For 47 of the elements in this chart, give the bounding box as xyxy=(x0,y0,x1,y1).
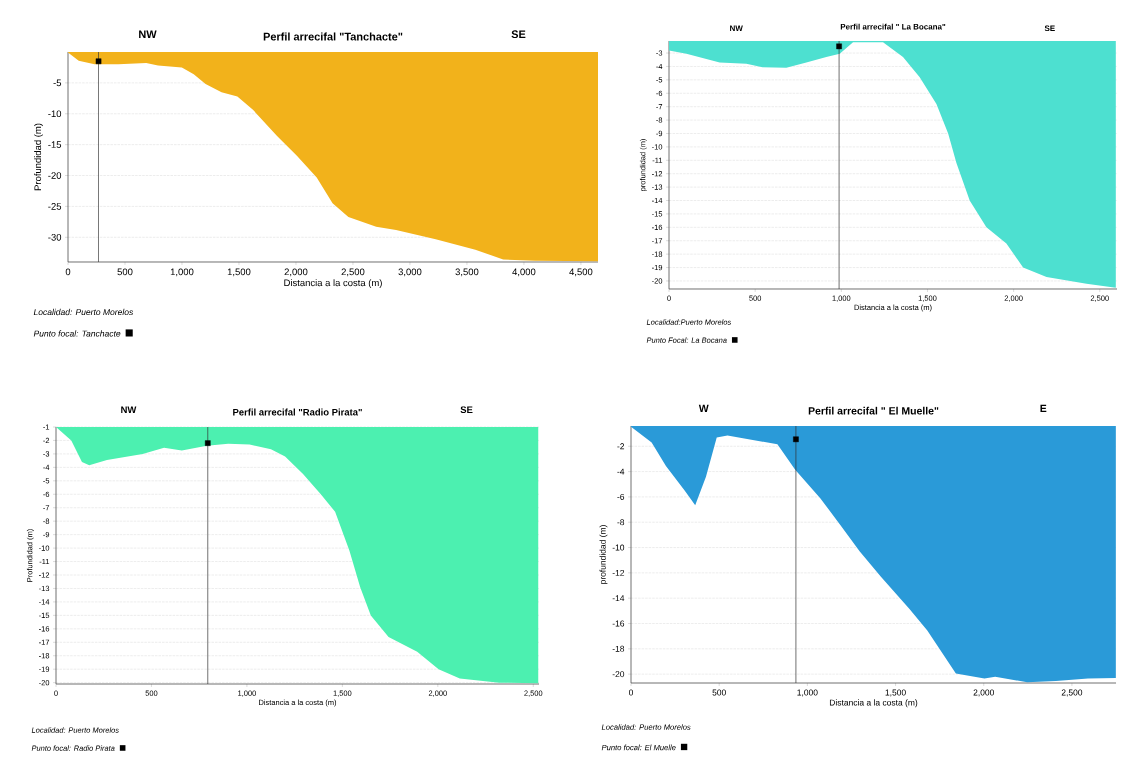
x-tick-label: 500 xyxy=(117,268,133,276)
x-tick-label: 0 xyxy=(628,689,634,696)
y-tick-label: -10 xyxy=(48,110,62,118)
y-tick-label: -8 xyxy=(617,519,625,526)
x-tick-label: 2,500 xyxy=(341,268,365,277)
text: SE xyxy=(460,406,473,414)
y-tick-label: -16 xyxy=(612,620,625,627)
x-tick-label: 0 xyxy=(65,268,71,276)
chart-title: Perfil arrecifal " El Muelle" xyxy=(808,406,939,415)
y-tick-label: -25 xyxy=(48,203,62,210)
x-tick-label: 1,000 xyxy=(170,268,194,277)
x-tick-label: 4,000 xyxy=(512,268,536,277)
text: E xyxy=(1040,404,1047,412)
legend-label: Punto focal: Tanchacte xyxy=(33,330,121,337)
y-axis-title: profundidad (m) xyxy=(599,525,608,584)
y-tick-label: -10 xyxy=(612,544,625,551)
y-tick-label: -6 xyxy=(617,493,625,500)
y-tick-label: -12 xyxy=(612,569,625,576)
x-tick-label: 3,500 xyxy=(455,268,479,277)
x-tick-label: 2,500 xyxy=(1061,689,1083,697)
x-tick-label: 4,500 xyxy=(569,268,593,277)
y-tick-label: -20 xyxy=(612,671,625,678)
y-axis-title: Profundidad (m) xyxy=(34,123,43,191)
text: NW xyxy=(121,406,137,413)
x-axis-title: Distancia a la costa (m) xyxy=(829,699,918,708)
x-tick-label: 2,000 xyxy=(284,268,308,277)
x-axis-title: Distancia a la costa (m) xyxy=(284,279,382,288)
text: Localidad: Puerto Morelos xyxy=(33,308,134,316)
text: SE xyxy=(511,30,526,39)
y-tick-label: -2 xyxy=(617,443,625,450)
chart-title: Perfil arrecifal "Radio Pirata" xyxy=(233,408,362,416)
y-tick-label: -15 xyxy=(48,141,62,148)
text: NW xyxy=(139,30,157,38)
y-tick-label: -20 xyxy=(48,172,62,179)
y-tick-label: -5 xyxy=(53,79,62,87)
x-tick-label: 1,500 xyxy=(885,689,906,697)
y-tick-label: -30 xyxy=(48,233,62,241)
x-tick-label: 2,000 xyxy=(973,689,994,697)
x-tick-label: 1,500 xyxy=(227,268,251,277)
x-tick-label: 1,000 xyxy=(797,689,818,697)
y-tick-label: -18 xyxy=(612,645,625,652)
y-tick-label: -14 xyxy=(612,595,625,602)
y-tick-label: -4 xyxy=(617,468,625,475)
x-tick-label: 500 xyxy=(712,689,726,696)
chart-title: Perfil arrecifal "Tanchacte" xyxy=(263,32,403,41)
x-tick-label: 3,000 xyxy=(398,268,422,277)
text: W xyxy=(698,404,709,412)
